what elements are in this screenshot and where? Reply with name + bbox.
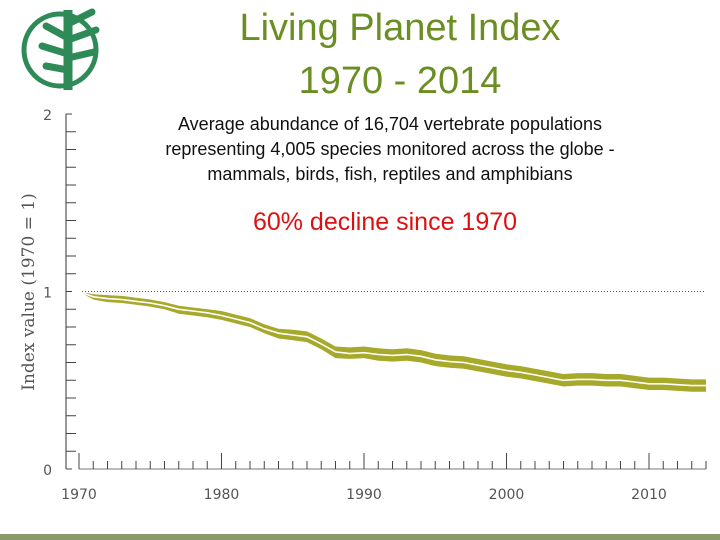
chart-title: Living Planet Index 1970 - 2014 (120, 2, 680, 108)
decline-callout: 60% decline since 1970 (252, 208, 518, 236)
subtitle-line-3: mammals, birds, fish, reptiles and amphi… (207, 164, 573, 184)
title-line-1: Living Planet Index (239, 7, 561, 49)
logo (12, 4, 118, 92)
y-axis-label: Index value (1970 = 1) (19, 193, 39, 391)
x-tick-label: 2000 (489, 487, 525, 503)
y-tick-label: 0 (43, 463, 52, 479)
subtitle-line-2: representing 4,005 species monitored acr… (165, 139, 615, 159)
y-tick-label: 1 (43, 286, 52, 302)
x-tick-label: 1980 (204, 487, 240, 503)
confidence-band (79, 291, 706, 392)
chart-subtitle: Average abundance of 16,704 vertebrate p… (110, 112, 670, 187)
x-tick-label: 2010 (631, 487, 667, 503)
index-line (78, 290, 706, 387)
x-tick-label: 1970 (61, 487, 97, 503)
panda-leaf-logo-icon (21, 8, 100, 90)
bottom-strip (0, 534, 720, 540)
x-tick-label: 1990 (346, 487, 382, 503)
subtitle-line-1: Average abundance of 16,704 vertebrate p… (178, 114, 602, 134)
y-tick-label: 2 (43, 108, 52, 124)
title-line-2: 1970 - 2014 (298, 60, 502, 102)
